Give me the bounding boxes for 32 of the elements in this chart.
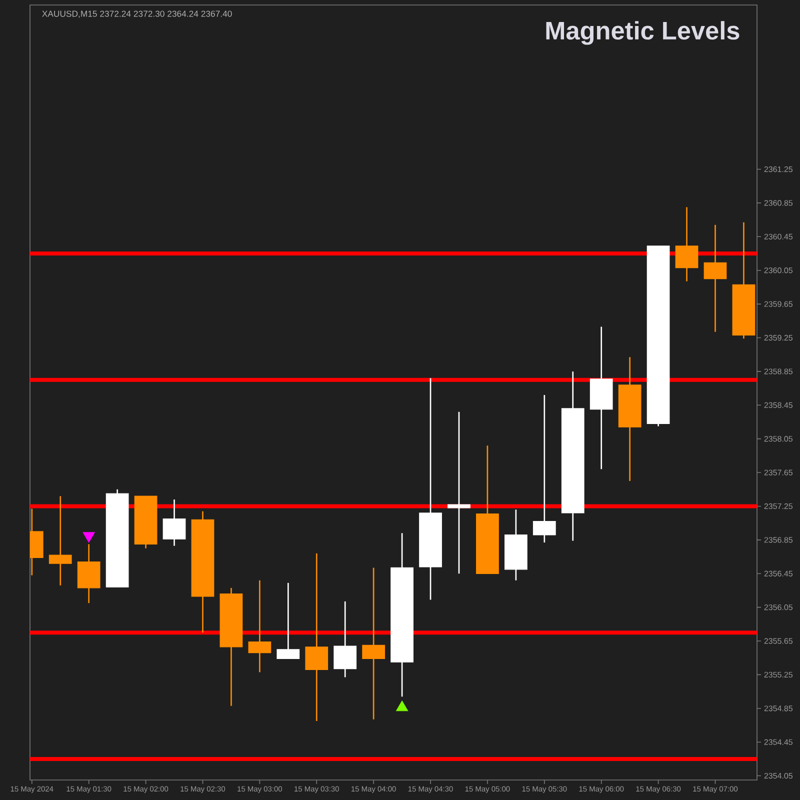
y-tick-label: 2355.25 — [764, 672, 793, 678]
candlestick — [248, 580, 272, 673]
candlestick — [48, 495, 72, 586]
candlestick — [162, 498, 186, 546]
candlestick — [276, 582, 300, 660]
y-tick-label: 2355.65 — [764, 638, 793, 644]
candlestick — [675, 206, 698, 282]
y-tick-label: 2359.65 — [764, 301, 793, 307]
y-tick-label: 2360.45 — [764, 234, 793, 240]
y-tick-label: 2360.85 — [764, 200, 793, 206]
candlestick — [448, 411, 470, 574]
y-tick-label: 2356.85 — [764, 537, 793, 543]
candlestick — [334, 600, 357, 678]
text: XAUUSD,M15 2372.24 2372.30 2364.24 2367.40 — [42, 10, 232, 18]
y-tick-label: 2356.05 — [764, 604, 793, 610]
y-tick-label: 2358.85 — [764, 368, 793, 374]
candlestick — [704, 224, 727, 333]
y-tick-label: 2354.85 — [764, 706, 793, 712]
y-tick-label: 2360.05 — [764, 268, 793, 274]
y-tick-label: 2356.45 — [764, 570, 793, 576]
candlestick — [305, 552, 328, 722]
y-tick-label: 2354.45 — [764, 739, 793, 745]
y-tick-label: 2358.05 — [764, 436, 793, 442]
candlestick — [532, 394, 556, 544]
y-tick-label: 2359.25 — [764, 334, 793, 341]
y-tick-label: 2361.25 — [764, 166, 793, 172]
y-tick-label: 2357.25 — [764, 503, 793, 510]
y-tick-label: 2357.65 — [764, 470, 793, 476]
y-tick-label: 2358.45 — [764, 402, 793, 408]
candlestick — [362, 567, 386, 720]
text: Magnetic Levels — [546, 21, 740, 45]
y-tick-label: 2354.05 — [764, 772, 793, 779]
